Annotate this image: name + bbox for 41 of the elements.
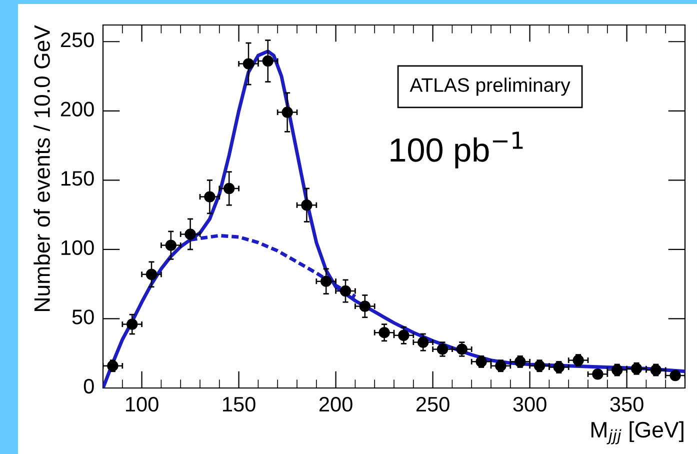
- point: [262, 55, 274, 67]
- point: [282, 106, 293, 118]
- point: [534, 360, 546, 372]
- point: [359, 300, 371, 312]
- y-tick-label: 250: [60, 32, 94, 48]
- x-tick-label: 100: [126, 396, 158, 412]
- x-tick-label: 200: [319, 396, 352, 412]
- point: [592, 368, 604, 380]
- point: [320, 276, 332, 287]
- point: [184, 228, 196, 240]
- y-tick-label: 0: [84, 378, 94, 394]
- annotation: 100 pb$^{−1}$: [390, 132, 523, 168]
- point: [165, 240, 177, 251]
- x-axis-title: M$_{jjj}$ [GeV]: [591, 421, 684, 444]
- point: [650, 364, 662, 376]
- point: [611, 364, 623, 376]
- point: [514, 356, 526, 368]
- annotation: ATLAS preliminary: [410, 78, 570, 96]
- point: [378, 326, 390, 338]
- point: [572, 354, 584, 366]
- x-tick-label: 350: [610, 396, 644, 412]
- y-tick-label: 50: [72, 310, 94, 324]
- point: [301, 200, 312, 211]
- y-axis-title: Number of events / 10.0 GeV: [34, 25, 50, 311]
- y-tick-label: 200: [60, 102, 94, 116]
- point: [340, 285, 352, 297]
- point: [146, 268, 158, 280]
- y-tick-label: 100: [62, 240, 94, 256]
- point: [553, 362, 565, 373]
- x-tick-label: 300: [513, 396, 546, 412]
- point: [204, 191, 216, 202]
- x-tick-label: 250: [416, 396, 450, 412]
- point: [398, 330, 410, 341]
- point: [242, 58, 254, 70]
- point: [417, 336, 429, 348]
- y-tick-label: 150: [62, 171, 94, 186]
- x-tick-label: 150: [223, 396, 256, 412]
- point: [223, 182, 235, 194]
- point: [436, 344, 448, 355]
- point: [630, 362, 642, 374]
- point: [456, 344, 468, 355]
